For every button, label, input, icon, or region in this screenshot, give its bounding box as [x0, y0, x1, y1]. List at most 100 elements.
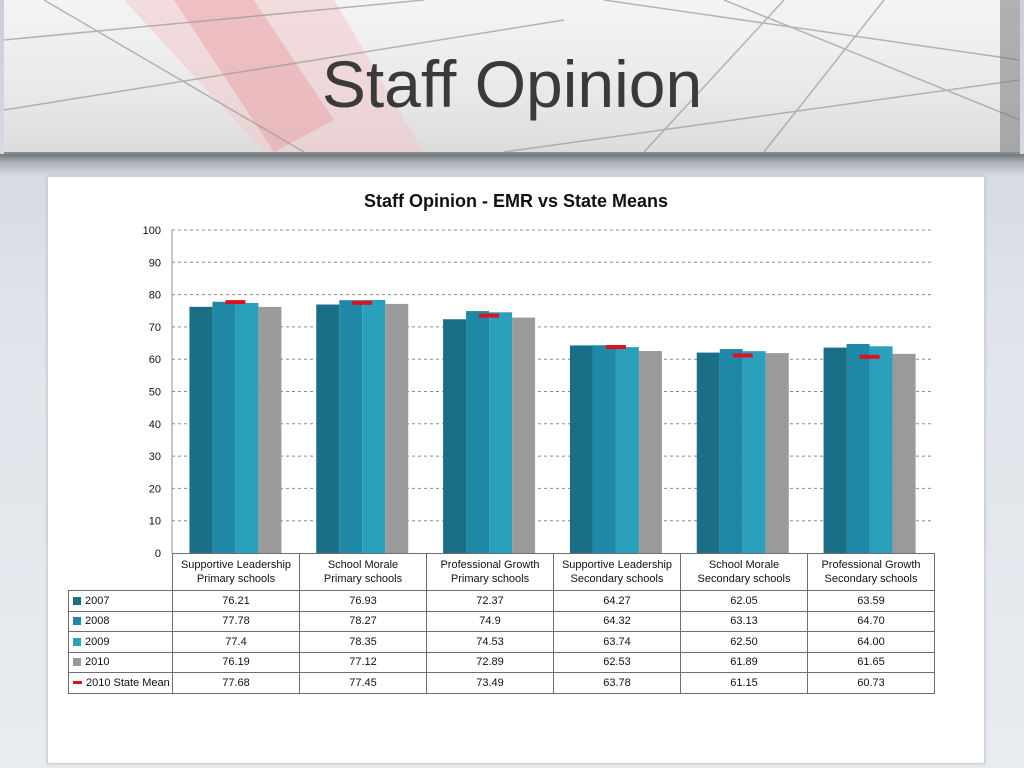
- legend-entry: 2007: [68, 590, 173, 612]
- data-label: 60.73: [807, 672, 935, 694]
- bar: [512, 317, 536, 553]
- bar: [235, 302, 259, 553]
- bar: [316, 304, 340, 553]
- state-mean-marker: [352, 300, 373, 305]
- bar: [489, 312, 513, 553]
- y-tick-label: 20: [149, 483, 161, 495]
- bar: [339, 300, 363, 553]
- data-label: 64.70: [807, 610, 935, 632]
- table-row: 2010 State Mean 77.68 77.45 73.49 63.78 …: [68, 672, 935, 694]
- y-tick-label: 90: [149, 257, 161, 269]
- legend-swatch: [73, 681, 82, 685]
- table-corner: [68, 553, 173, 591]
- category-header: School Morale Secondary schools: [680, 553, 808, 591]
- legend-entry: 2010: [68, 651, 173, 673]
- table-row: 2010 76.19 77.12 72.89 62.53 61.89 61.65: [68, 651, 935, 673]
- legend-swatch: [73, 658, 81, 667]
- slide-title: Staff Opinion: [321, 47, 703, 121]
- bar: [212, 301, 236, 553]
- legend-swatch: [73, 617, 81, 626]
- bar: [719, 349, 743, 553]
- bar: [892, 353, 916, 553]
- data-label: 73.49: [426, 672, 554, 694]
- bar: [765, 353, 789, 553]
- data-label: 72.89: [426, 651, 554, 673]
- bar: [742, 351, 766, 553]
- bar: [258, 306, 282, 553]
- data-label: 61.89: [680, 651, 808, 673]
- data-label: 78.35: [299, 631, 427, 653]
- data-label: 62.53: [553, 651, 681, 673]
- data-label: 62.05: [680, 590, 808, 612]
- bar: [615, 347, 639, 553]
- data-label: 63.74: [553, 631, 681, 653]
- bar: [362, 299, 386, 553]
- bar: [696, 352, 720, 553]
- legend-swatch: [73, 637, 81, 646]
- chart-panel: Staff Opinion - EMR vs State Means 0 10 20…: [47, 176, 985, 764]
- table-row: 2007 76.21 76.93 72.37 64.27 62.05 63.59: [68, 590, 935, 612]
- table-header-row: Supportive Leadership Primary schools Sch…: [68, 553, 935, 591]
- data-label: 76.21: [172, 590, 300, 612]
- data-label: 76.93: [299, 590, 427, 612]
- data-label: 64.32: [553, 610, 681, 632]
- data-label: 77.78: [172, 610, 300, 632]
- bar: [638, 351, 662, 553]
- bar: [466, 311, 490, 553]
- legend-swatch: [73, 596, 81, 605]
- data-label: 61.65: [807, 651, 935, 673]
- header-shadow: [0, 154, 1024, 176]
- data-label: 74.53: [426, 631, 554, 653]
- y-tick-label: 50: [149, 387, 161, 399]
- y-tick-label: 80: [149, 290, 161, 302]
- bar: [569, 345, 593, 553]
- legend-entry: 2010 State Mean: [68, 672, 173, 694]
- table-row: 2009 77.4 78.35 74.53 63.74 62.50 64.00: [68, 631, 935, 653]
- category-header: Supportive Leadership Primary schools: [172, 553, 300, 591]
- bar: [592, 345, 616, 553]
- y-tick-label: 10: [149, 516, 161, 528]
- data-label: 64.27: [553, 590, 681, 612]
- y-tick-label: 70: [149, 322, 161, 334]
- data-label: 64.00: [807, 631, 935, 653]
- data-label: 74.9: [426, 610, 554, 632]
- data-label: 77.4: [172, 631, 300, 653]
- state-mean-marker: [605, 344, 626, 349]
- legend-entry: 2008: [68, 610, 173, 632]
- bar: [385, 303, 409, 553]
- data-label: 77.68: [172, 672, 300, 694]
- data-label: 77.12: [299, 651, 427, 673]
- data-label: 78.27: [299, 610, 427, 632]
- y-tick-label: 30: [149, 451, 161, 463]
- category-header: School Morale Primary schools: [299, 553, 427, 591]
- state-mean-marker: [225, 300, 246, 305]
- data-table: Supportive Leadership Primary schools Sch…: [68, 553, 935, 694]
- data-label: 62.50: [680, 631, 808, 653]
- table-row: 2008 77.78 78.27 74.9 64.32 63.13 64.70: [68, 610, 935, 632]
- chart-title: Staff Opinion - EMR vs State Means: [363, 191, 669, 211]
- y-tick-label: 40: [149, 419, 161, 431]
- bar: [823, 347, 847, 553]
- category-header: Professional Growth Secondary schools: [807, 553, 935, 591]
- data-label: 72.37: [426, 590, 554, 612]
- legend-entry: 2009: [68, 631, 173, 653]
- data-label: 63.78: [553, 672, 681, 694]
- state-mean-marker: [479, 313, 500, 318]
- bar: [846, 344, 870, 553]
- y-tick-label: 60: [149, 354, 161, 366]
- data-label: 77.45: [299, 672, 427, 694]
- y-tick-label: 100: [143, 225, 161, 237]
- data-label: 63.59: [807, 590, 935, 612]
- bar: [869, 346, 893, 553]
- slide-header: Staff Opinion: [4, 0, 1020, 154]
- state-mean-marker: [732, 353, 753, 358]
- bar: [189, 306, 213, 553]
- bar: [443, 319, 467, 553]
- category-header: Supportive Leadership Secondary schools: [553, 553, 681, 591]
- data-label: 61.15: [680, 672, 808, 694]
- header-background-art: [4, 0, 1020, 152]
- category-header: Professional Growth Primary schools: [426, 553, 554, 591]
- state-mean-marker: [859, 354, 880, 359]
- data-label: 76.19: [172, 651, 300, 673]
